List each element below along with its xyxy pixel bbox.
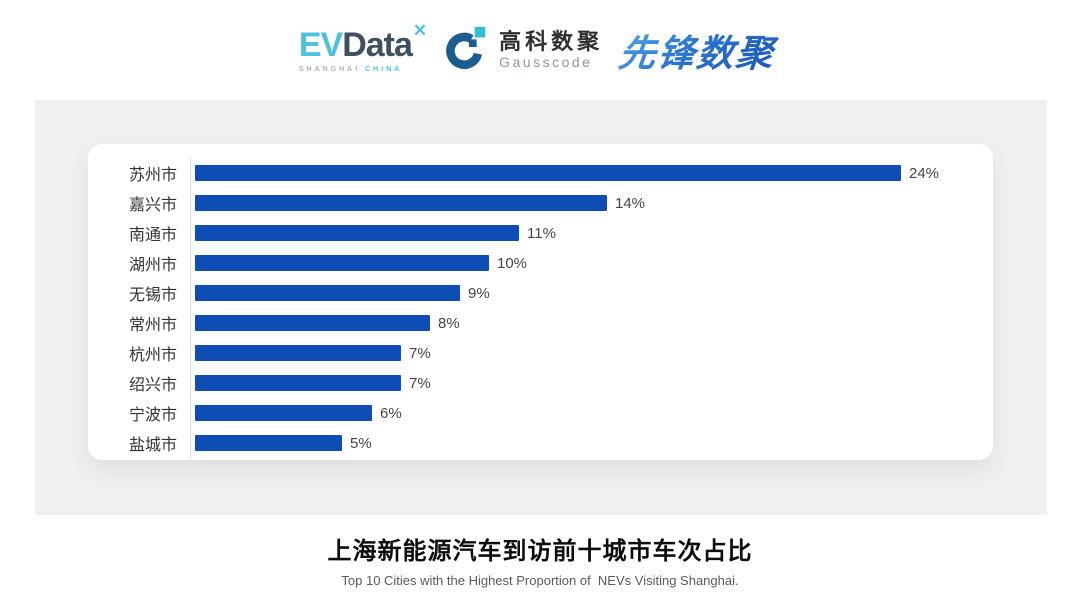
chart-row: 湖州市 10%	[88, 248, 993, 278]
evdata-shanghai-text: SHANGHAI	[298, 65, 361, 73]
chart-subtitle: Top 10 Cities with the Highest Proportio…	[341, 573, 739, 588]
chart-row: 宁波市 6%	[88, 398, 993, 428]
chart-row: 常州市 8%	[88, 308, 993, 338]
chart-row: 无锡市 9%	[88, 278, 993, 308]
chart-row: 南通市 11%	[88, 218, 993, 248]
chart-panel: 苏州市 24% 嘉兴市 14% 南通市 11% 湖州市 10% 无锡市 9%	[35, 100, 1047, 515]
bar-area: 8%	[190, 308, 993, 338]
bar-area: 7%	[190, 368, 993, 398]
value-label: 14%	[615, 194, 646, 212]
bar-area: 7%	[190, 338, 993, 368]
value-label: 10%	[497, 254, 528, 272]
chart-row: 绍兴市 7%	[88, 368, 993, 398]
bar-area: 14%	[190, 188, 993, 218]
bar-area: 5%	[190, 428, 993, 458]
category-label: 苏州市	[128, 167, 177, 184]
bar	[195, 315, 430, 331]
bar	[195, 435, 342, 451]
gausscode-logo: 高科数聚 Gausscode	[446, 26, 603, 75]
category-label: 宁波市	[128, 407, 177, 424]
category-label: 绍兴市	[128, 377, 177, 394]
bar-area: 11%	[190, 218, 993, 248]
bar	[195, 165, 901, 181]
gausscode-text: 高科数聚 Gausscode	[499, 30, 603, 70]
evdata-x-icon: ✕	[412, 20, 427, 40]
gausscode-en-text: Gausscode	[499, 54, 593, 71]
gausscode-g-icon	[446, 26, 490, 75]
pioneer-logo: 先锋数聚	[616, 23, 784, 77]
bar	[195, 375, 401, 391]
category-label: 杭州市	[128, 347, 177, 364]
bar-area: 10%	[190, 248, 993, 278]
chart-title: 上海新能源汽车到访前十城市车次占比	[327, 538, 753, 565]
value-label: 24%	[909, 164, 940, 182]
category-label: 湖州市	[128, 257, 177, 274]
bar-area: 9%	[190, 278, 993, 308]
evdata-china-text: CHINA	[365, 65, 403, 73]
value-label: 7%	[409, 374, 431, 392]
chart-card: 苏州市 24% 嘉兴市 14% 南通市 11% 湖州市 10% 无锡市 9%	[88, 144, 993, 460]
value-label: 11%	[527, 224, 556, 242]
chart-rows: 苏州市 24% 嘉兴市 14% 南通市 11% 湖州市 10% 无锡市 9%	[88, 158, 993, 458]
bar-area: 24%	[190, 158, 993, 188]
evdata-logo: EV Data ✕ SHANGHAI CHINA	[298, 22, 430, 73]
category-label: 盐城市	[128, 437, 177, 454]
value-label: 9%	[468, 284, 490, 302]
gausscode-cn-text: 高科数聚	[499, 29, 604, 55]
value-label: 6%	[380, 404, 402, 422]
value-label: 5%	[350, 434, 372, 452]
value-label: 8%	[438, 314, 460, 332]
chart-row: 嘉兴市 14%	[88, 188, 993, 218]
evdata-data-text: Data	[342, 25, 413, 64]
footer: 上海新能源汽车到访前十城市车次占比 Top 10 Cities with the…	[0, 531, 1080, 588]
header-logo-strip: EV Data ✕ SHANGHAI CHINA 高科数聚 Gausscode 先锋…	[0, 22, 1080, 78]
chart-row: 盐城市 5%	[88, 428, 993, 458]
bar	[195, 195, 607, 211]
bar-area: 6%	[190, 398, 993, 428]
bar	[195, 405, 372, 421]
chart-row: 杭州市 7%	[88, 338, 993, 368]
evdata-wordmark: EV Data ✕	[298, 22, 427, 64]
evdata-subtext: SHANGHAI CHINA	[299, 66, 426, 73]
evdata-ev-text: EV	[298, 25, 343, 64]
bar	[195, 285, 460, 301]
category-label: 无锡市	[128, 287, 177, 304]
bar	[195, 255, 489, 271]
chart-row: 苏州市 24%	[88, 158, 993, 188]
bar	[195, 345, 401, 361]
category-label: 嘉兴市	[128, 197, 177, 214]
value-label: 7%	[409, 344, 431, 362]
category-label: 南通市	[128, 227, 177, 244]
bar	[195, 225, 519, 241]
category-label: 常州市	[128, 317, 177, 334]
